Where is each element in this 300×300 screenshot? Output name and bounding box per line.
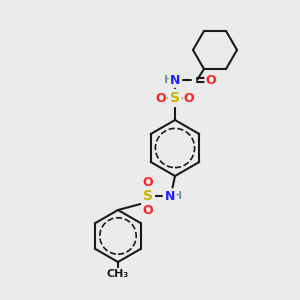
Text: N: N [170, 74, 180, 86]
Text: O: O [143, 176, 153, 188]
Text: O: O [184, 92, 194, 104]
Text: N: N [165, 190, 175, 202]
Text: O: O [143, 203, 153, 217]
Text: O: O [156, 92, 166, 104]
Text: S: S [143, 189, 153, 203]
Text: H: H [173, 191, 183, 201]
Text: H: H [164, 75, 174, 85]
Text: CH₃: CH₃ [107, 269, 129, 279]
Text: O: O [206, 74, 216, 86]
Text: S: S [170, 91, 180, 105]
